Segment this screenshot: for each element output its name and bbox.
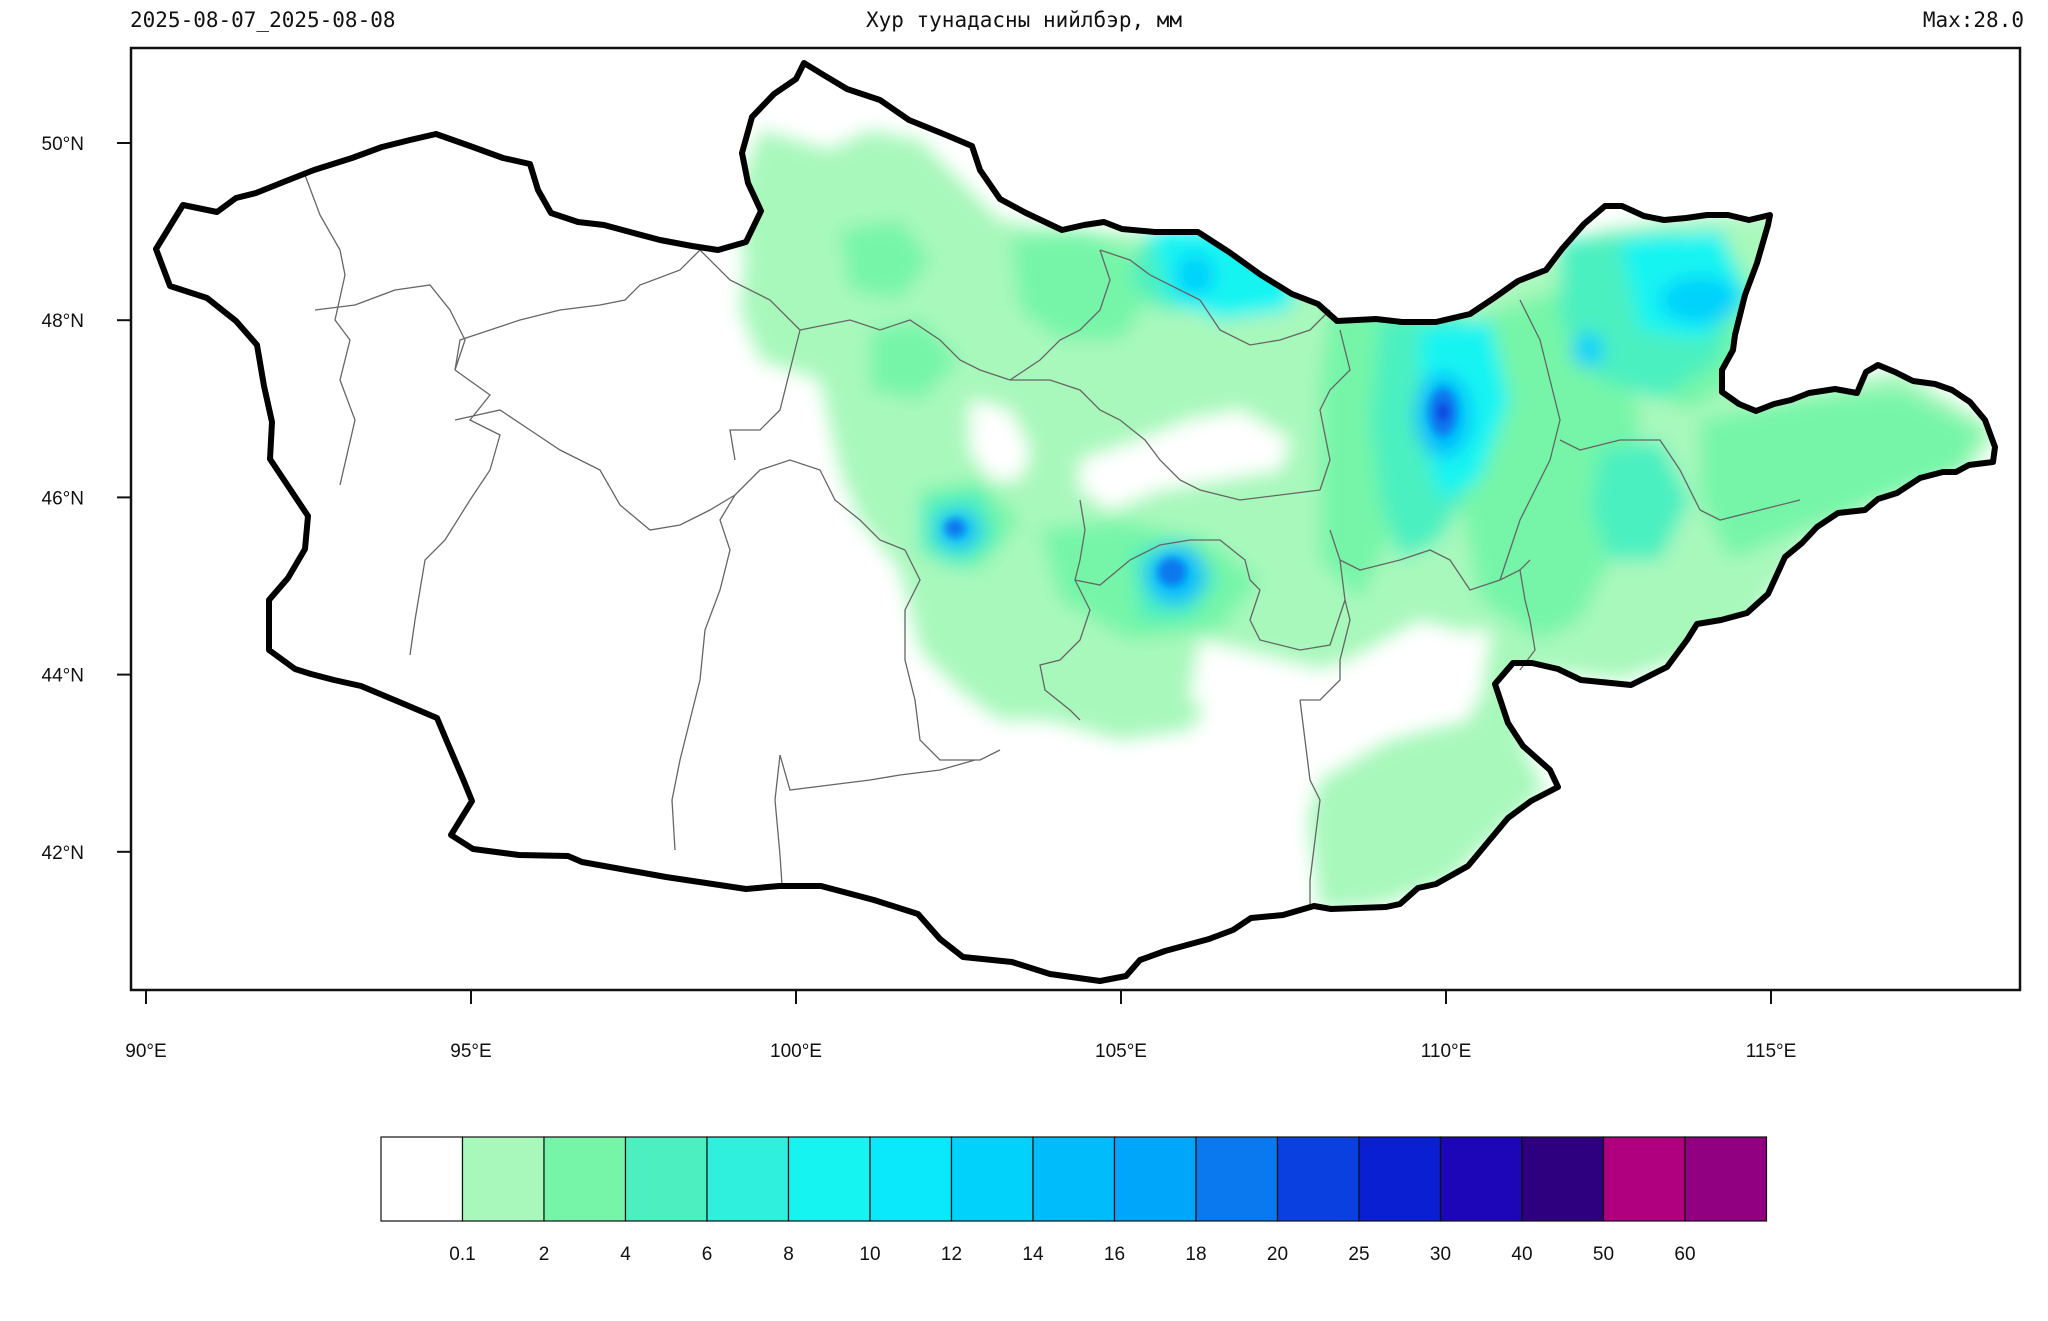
lon-tick-label: 105°E bbox=[1095, 1041, 1147, 1062]
colorbar-label: 12 bbox=[941, 1244, 962, 1265]
colorbar-label: 20 bbox=[1267, 1244, 1288, 1265]
lon-tick-label: 95°E bbox=[450, 1041, 491, 1062]
colorbar-swatch bbox=[1195, 1136, 1279, 1222]
colorbar-label: 14 bbox=[1022, 1244, 1044, 1265]
colorbar-swatch bbox=[1113, 1136, 1197, 1222]
map-axes: 90°E 95°E 100°E 105°E 110°E 115°E 50°N 48°N 46°N… bbox=[42, 134, 1797, 1062]
colorbar-swatch bbox=[461, 1136, 545, 1222]
colorbar-label: 16 bbox=[1104, 1244, 1125, 1265]
colorbar-label: 6 bbox=[702, 1244, 713, 1265]
colorbar-label: 18 bbox=[1185, 1244, 1206, 1265]
max-value-label: Max:28.0 bbox=[1922, 8, 2024, 32]
colorbar-swatch bbox=[787, 1136, 871, 1222]
colorbar-swatch bbox=[1602, 1136, 1686, 1222]
colorbar-label: 30 bbox=[1430, 1244, 1451, 1265]
colorbar-swatch bbox=[1032, 1136, 1116, 1222]
colorbar-label: 4 bbox=[620, 1244, 631, 1265]
colorbar-label: 8 bbox=[783, 1244, 794, 1265]
colorbar-swatch bbox=[950, 1136, 1034, 1222]
lon-tick-label: 100°E bbox=[770, 1041, 822, 1062]
lat-tick-label: 48°N bbox=[42, 311, 84, 332]
colorbar-swatch bbox=[1439, 1136, 1523, 1222]
colorbar-label: 60 bbox=[1674, 1244, 1695, 1265]
colorbar-swatch bbox=[624, 1136, 708, 1222]
colorbar-swatch bbox=[1358, 1136, 1442, 1222]
lat-tick-label: 46°N bbox=[42, 488, 84, 509]
colorbar-swatch bbox=[869, 1136, 953, 1222]
colorbar: 0.1 2 4 6 8 10 12 14 16 18 20 25 30 40 50 60 bbox=[380, 1136, 1768, 1265]
colorbar-label: 2 bbox=[539, 1244, 550, 1265]
province-boundaries bbox=[304, 174, 1801, 905]
colorbar-swatch bbox=[1276, 1136, 1360, 1222]
date-range-label: 2025-08-07_2025-08-08 bbox=[130, 8, 396, 32]
colorbar-swatch bbox=[706, 1136, 790, 1222]
lon-tick-label: 115°E bbox=[1746, 1041, 1797, 1062]
colorbar-swatch bbox=[543, 1136, 627, 1222]
colorbar-swatch bbox=[1684, 1136, 1768, 1222]
colorbar-swatch bbox=[380, 1136, 464, 1222]
lon-tick-label: 110°E bbox=[1421, 1041, 1472, 1062]
map-title: Хур тунадасны нийлбэр, мм bbox=[865, 8, 1183, 32]
colorbar-label: 50 bbox=[1593, 1244, 1614, 1265]
national-border bbox=[153, 60, 1998, 984]
colorbar-label: 40 bbox=[1511, 1244, 1532, 1265]
colorbar-label: 0.1 bbox=[449, 1244, 475, 1265]
lon-tick-label: 90°E bbox=[125, 1041, 166, 1062]
colorbar-label: 10 bbox=[859, 1244, 880, 1265]
lat-tick-label: 50°N bbox=[42, 134, 84, 155]
colorbar-label: 25 bbox=[1348, 1244, 1369, 1265]
colorbar-swatch bbox=[1521, 1136, 1605, 1222]
lat-tick-label: 42°N bbox=[42, 843, 84, 864]
lat-tick-label: 44°N bbox=[42, 666, 84, 687]
